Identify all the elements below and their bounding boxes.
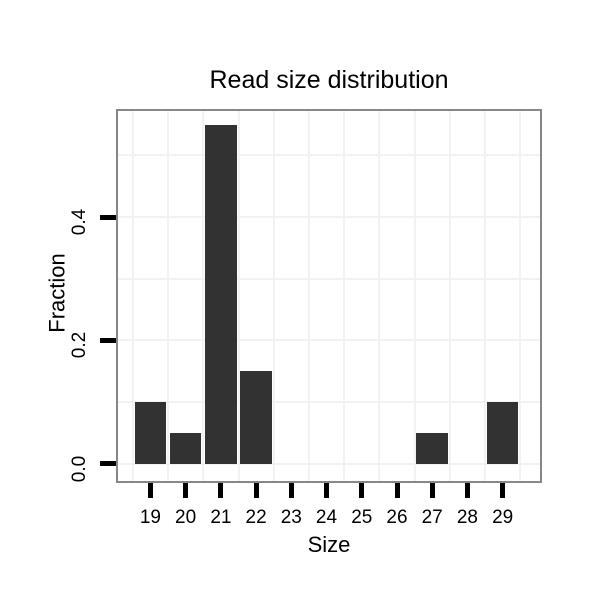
gridline-horizontal — [118, 401, 540, 404]
bar-21 — [205, 124, 237, 464]
x-tick-21 — [218, 483, 224, 498]
y-tick-0.4 — [100, 214, 116, 220]
plot-area — [116, 109, 542, 483]
gridline-horizontal — [118, 462, 540, 465]
x-tick-label-27: 27 — [421, 507, 443, 528]
x-tick-label-23: 23 — [280, 507, 302, 528]
chart-title: Read size distribution — [209, 66, 449, 94]
gridline-vertical — [202, 111, 205, 481]
gridline-vertical — [167, 111, 169, 481]
x-tick-22 — [253, 483, 259, 498]
x-tick-label-22: 22 — [245, 507, 267, 528]
bar-27 — [416, 432, 449, 464]
x-tick-label-26: 26 — [386, 507, 408, 528]
x-tick-29 — [500, 483, 506, 498]
x-tick-label-19: 19 — [139, 507, 161, 528]
x-tick-label-29: 29 — [492, 507, 514, 528]
y-tick-0.0 — [100, 461, 116, 467]
x-tick-26 — [394, 483, 400, 498]
y-tick-label-0.0: 0.0 — [69, 455, 90, 482]
y-tick-label-0.2: 0.2 — [69, 332, 90, 359]
x-tick-label-25: 25 — [351, 507, 373, 528]
x-tick-25 — [359, 483, 365, 498]
bar-19 — [134, 402, 167, 464]
x-tick-28 — [464, 483, 470, 498]
gridline-vertical — [484, 111, 486, 481]
gridline-vertical — [343, 111, 346, 481]
y-axis-title: Fraction — [44, 253, 70, 333]
x-tick-23 — [288, 483, 294, 498]
x-tick-label-28: 28 — [456, 507, 478, 528]
x-tick-label-21: 21 — [210, 507, 232, 528]
gridline-vertical — [378, 111, 381, 481]
gridline-horizontal — [118, 216, 540, 219]
gridline-vertical — [131, 111, 134, 481]
x-tick-label-24: 24 — [315, 507, 338, 528]
gridline-vertical — [237, 111, 240, 481]
gridline-vertical — [448, 111, 451, 481]
gridline-horizontal — [118, 154, 540, 157]
y-tick-label-0.4: 0.4 — [69, 208, 90, 236]
gridline-vertical — [413, 111, 416, 481]
x-tick-label-20: 20 — [175, 507, 197, 528]
x-tick-24 — [324, 483, 329, 498]
gridline-vertical — [272, 111, 275, 481]
bar-20 — [169, 432, 202, 464]
gridline-horizontal — [118, 277, 540, 280]
x-tick-20 — [183, 483, 189, 498]
gridline-vertical — [307, 111, 310, 481]
bar-22 — [240, 371, 272, 464]
x-tick-27 — [429, 483, 435, 498]
x-axis-title: Size — [307, 532, 351, 557]
x-tick-19 — [147, 483, 153, 498]
gridline-vertical — [519, 111, 522, 481]
y-tick-0.2 — [100, 337, 116, 343]
bar-29 — [486, 402, 519, 464]
gridline-horizontal — [118, 339, 540, 342]
